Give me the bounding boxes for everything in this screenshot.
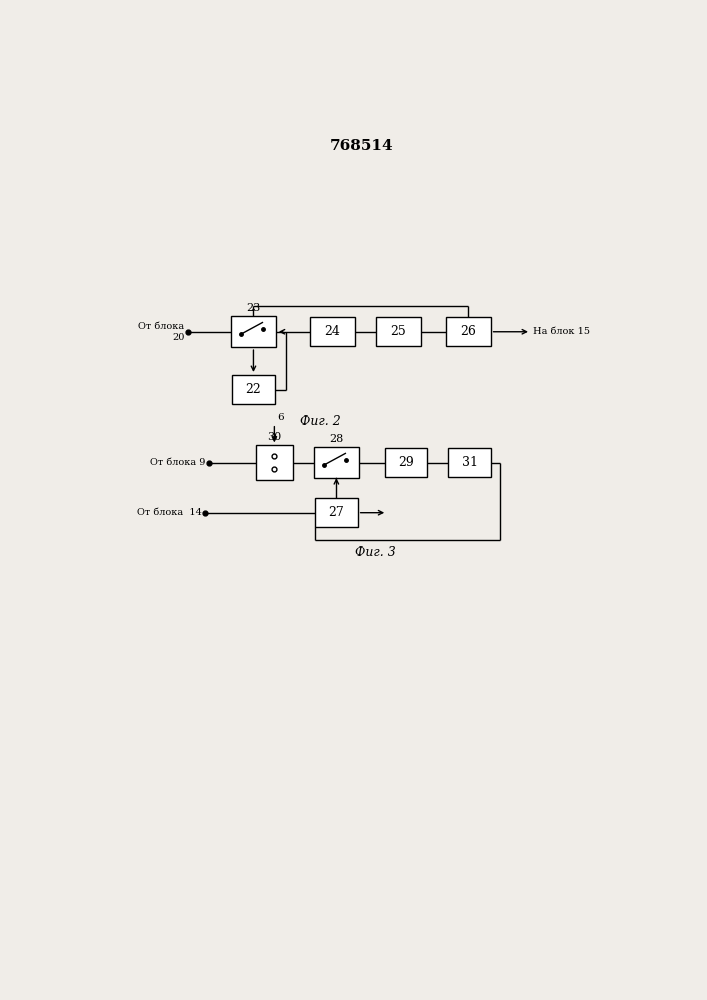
Text: На блок 15: На блок 15	[533, 327, 590, 336]
Text: Фиг. 3: Фиг. 3	[355, 546, 395, 559]
Text: 25: 25	[390, 325, 407, 338]
Text: От блока  14: От блока 14	[136, 508, 201, 517]
Text: 31: 31	[462, 456, 478, 469]
Bar	[315, 498, 358, 527]
Bar	[314, 447, 359, 478]
Text: 28: 28	[329, 434, 344, 444]
Text: 20: 20	[172, 333, 185, 342]
Bar	[376, 317, 421, 346]
Bar	[445, 317, 491, 346]
Text: От блока 9: От блока 9	[150, 458, 206, 467]
Bar	[310, 317, 355, 346]
Text: 30: 30	[267, 432, 281, 442]
Text: 26: 26	[460, 325, 476, 338]
Text: 27: 27	[329, 506, 344, 519]
Bar	[256, 445, 293, 480]
Text: 768514: 768514	[330, 139, 394, 153]
Text: 6: 6	[277, 413, 284, 422]
Bar	[385, 448, 428, 477]
Bar	[231, 316, 276, 347]
Text: 29: 29	[398, 456, 414, 469]
Text: 22: 22	[245, 383, 262, 396]
Bar	[232, 375, 275, 404]
Text: От блока: От блока	[139, 322, 185, 331]
Text: 24: 24	[325, 325, 341, 338]
Text: 23: 23	[246, 303, 261, 313]
Text: Фиг. 2: Фиг. 2	[300, 415, 341, 428]
Bar	[448, 448, 491, 477]
